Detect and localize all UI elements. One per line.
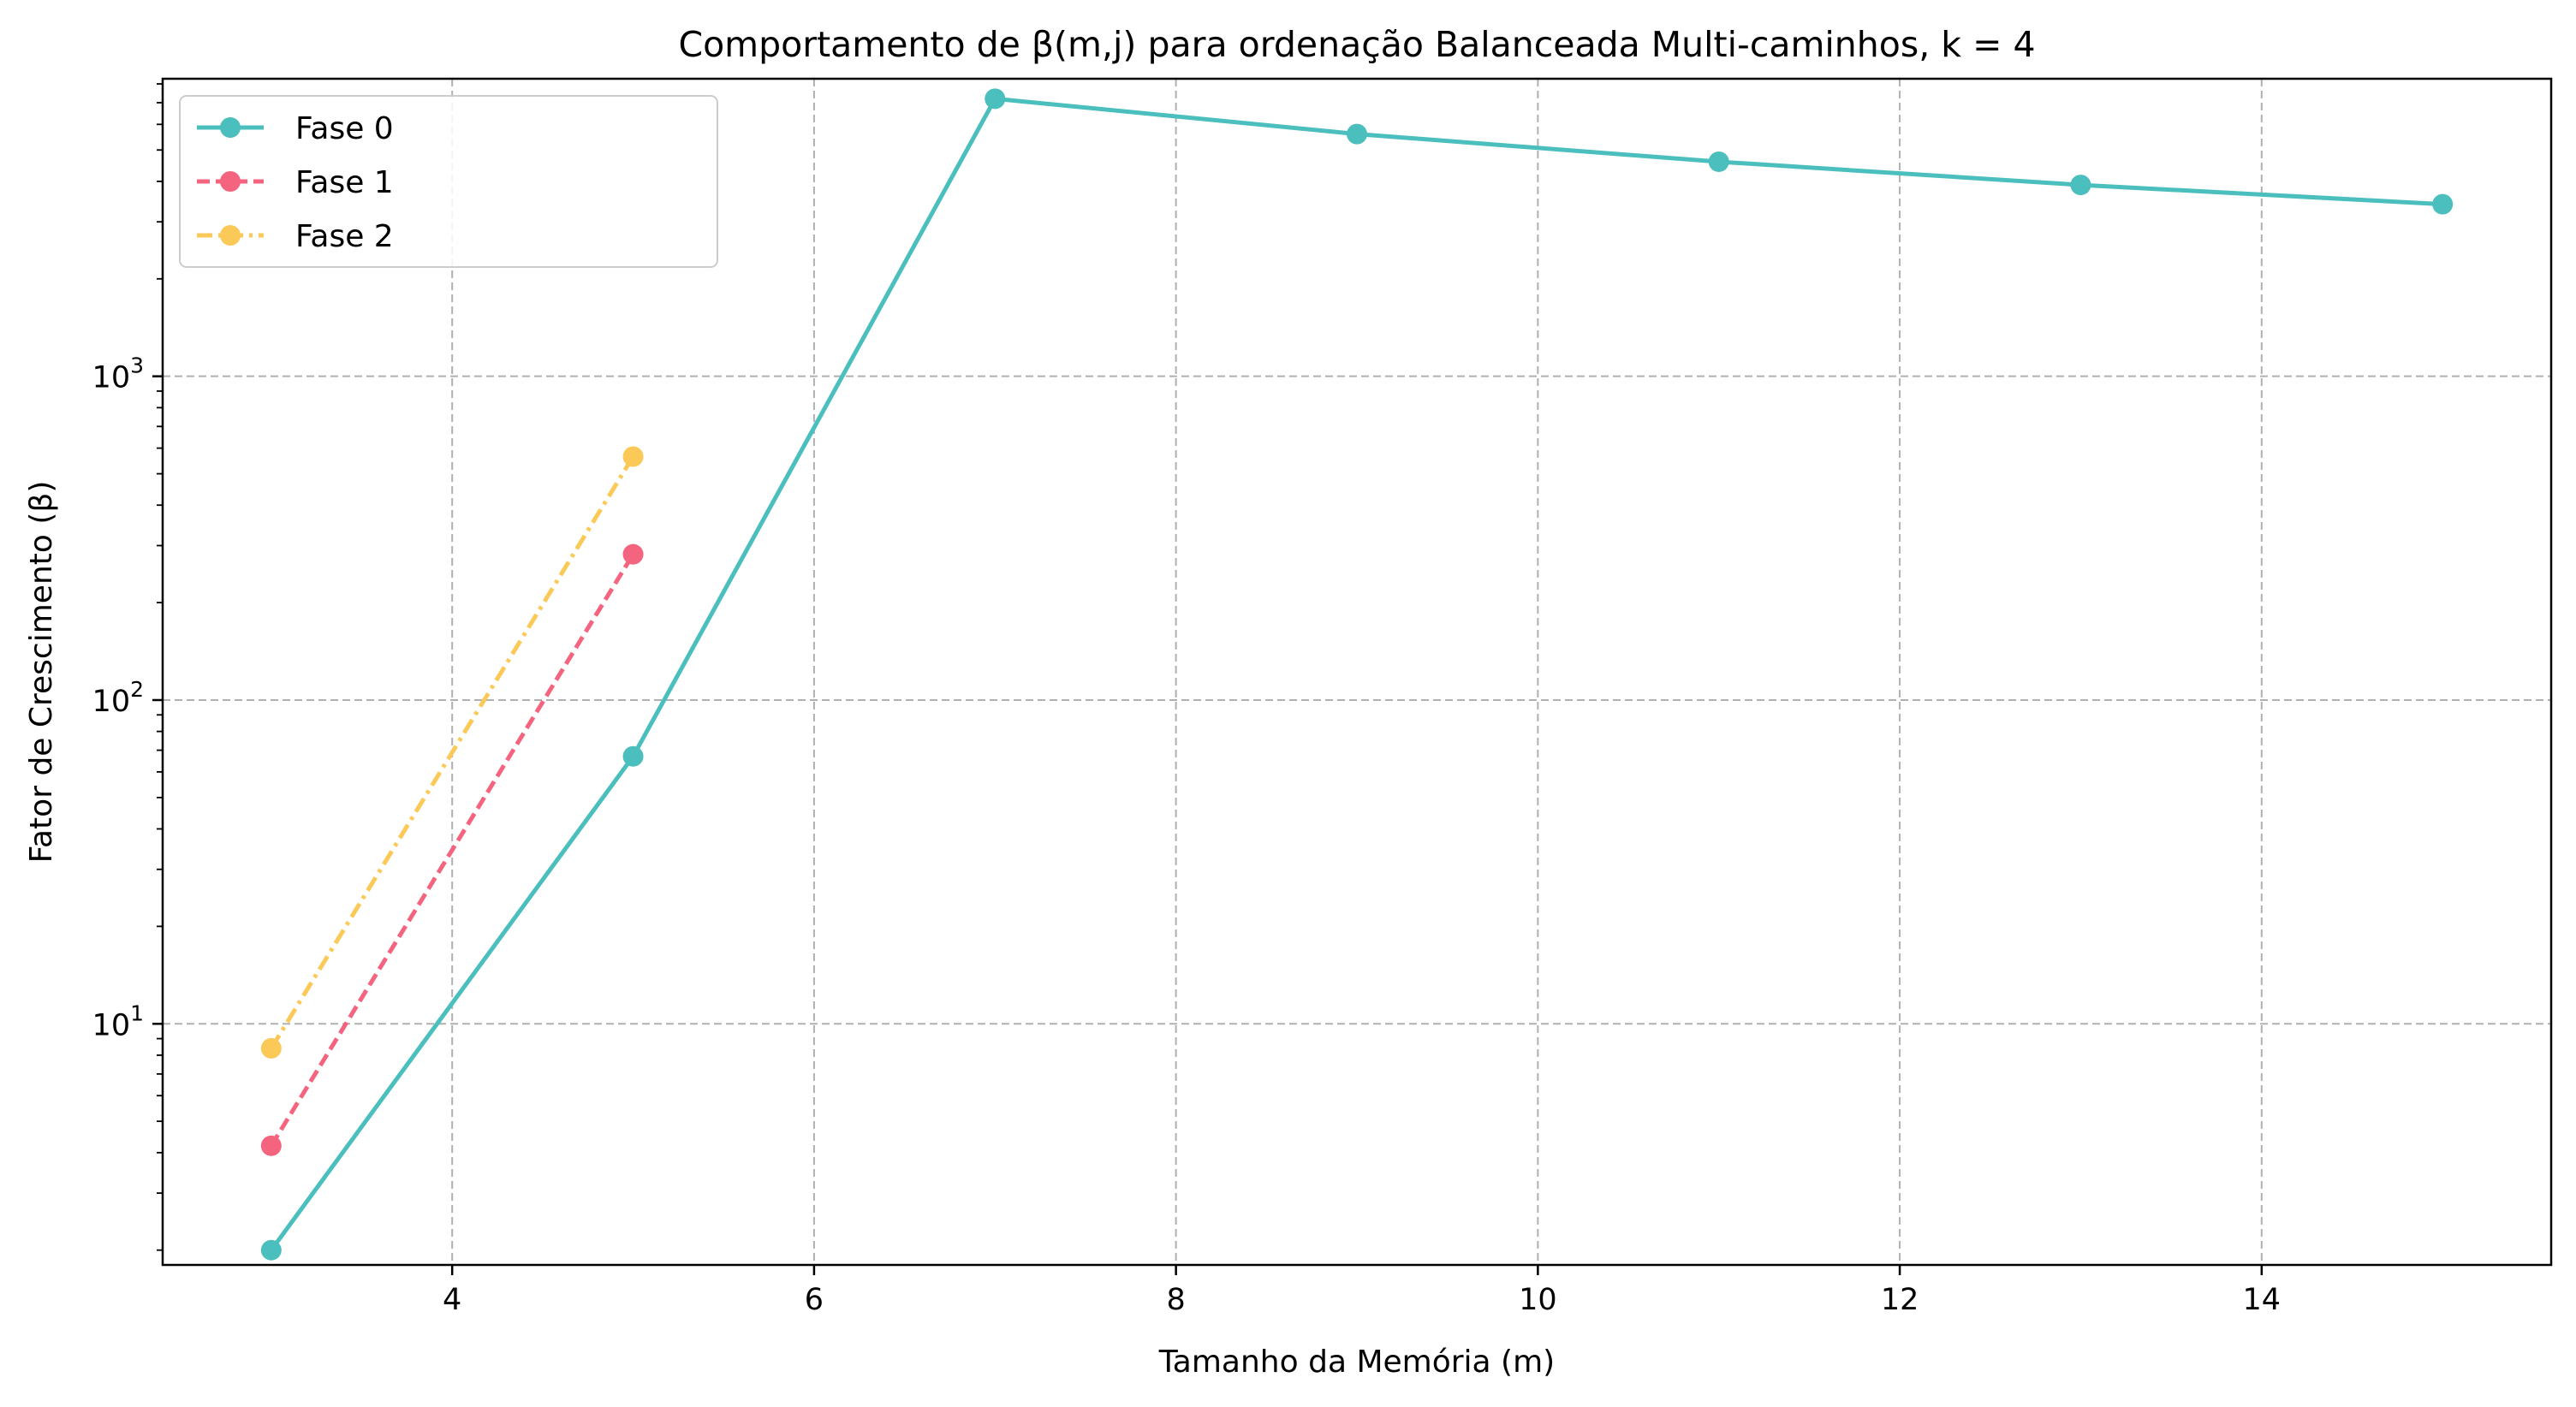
x-tick-label: 4 (443, 1283, 461, 1317)
x-tick-label: 10 (1519, 1283, 1557, 1317)
data-point (2432, 193, 2454, 215)
series-line (269, 553, 635, 1148)
data-point (622, 446, 644, 467)
data-series (260, 88, 2454, 1261)
x-tick-label: 8 (1166, 1283, 1185, 1317)
legend-box (179, 95, 718, 268)
legend-label: Fase 1 (295, 165, 394, 200)
y-tick-label: 101 (92, 1000, 144, 1042)
grid-lines (163, 79, 2551, 1265)
y-tick-label: 103 (92, 353, 144, 395)
legend-marker (220, 117, 241, 138)
data-point (1708, 151, 1729, 172)
data-point (260, 1239, 282, 1261)
series-line (269, 455, 635, 1050)
data-point (622, 543, 644, 565)
axis-ticks: 4 6 8 10 12 14 101 102 103 (92, 83, 2282, 1317)
chart-title: Comportamento de β(m,j) para ordenação B… (678, 24, 2035, 65)
x-tick-label: 6 (805, 1283, 824, 1317)
x-axis-label: Tamanho da Memória (m) (1158, 1345, 1555, 1380)
x-tick-label: 12 (1881, 1283, 1919, 1317)
legend-label: Fase 0 (295, 111, 394, 146)
plot-area-frame (161, 77, 2553, 1267)
y-tick-label: 102 (92, 677, 144, 719)
data-point (1347, 123, 1367, 145)
legend-marker (220, 225, 241, 246)
data-point (2070, 175, 2091, 196)
data-point (622, 745, 644, 767)
legend-label: Fase 2 (295, 219, 394, 254)
data-point (260, 1037, 282, 1059)
data-point (985, 88, 1006, 110)
legend: Fase 0 Fase 1 Fase 2 (179, 95, 718, 268)
x-tick-label: 14 (2243, 1283, 2282, 1317)
legend-marker (220, 171, 241, 192)
data-point (260, 1135, 282, 1156)
y-axis-label: Fator de Crescimento (β) (24, 481, 59, 864)
